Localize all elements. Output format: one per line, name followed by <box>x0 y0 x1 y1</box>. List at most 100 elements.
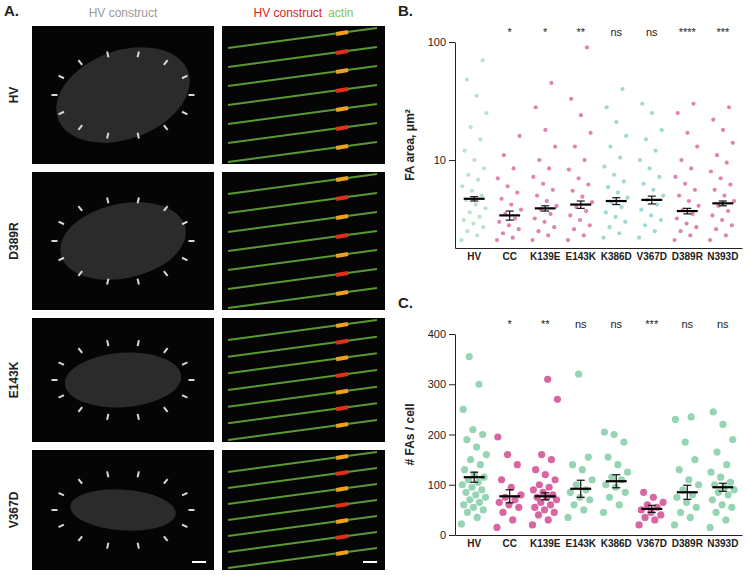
mean-line <box>641 199 662 201</box>
data-point <box>693 504 700 511</box>
sem-cap <box>612 487 620 488</box>
x-tick-label: CC <box>502 251 516 262</box>
x-tick-label: N393D <box>707 251 738 262</box>
adhesion-streak <box>164 125 168 130</box>
adhesion-streak <box>59 525 64 528</box>
actin-fibre <box>228 500 377 520</box>
data-point <box>688 413 695 420</box>
data-point <box>459 238 463 242</box>
data-point <box>504 451 511 458</box>
x-tick-label: HV <box>467 538 481 549</box>
data-point <box>464 509 471 516</box>
sem-cap <box>506 489 514 490</box>
adhesion-spot <box>336 89 348 91</box>
data-point <box>643 223 647 227</box>
actin-fibre <box>228 403 377 423</box>
actin-fibre <box>228 66 377 86</box>
adhesion-spot <box>336 146 348 148</box>
significance-label: **** <box>679 26 697 38</box>
sem-cap <box>612 197 620 198</box>
mean-line <box>570 203 591 205</box>
y-tick-label: 0 <box>440 529 446 541</box>
adhesion-spot <box>336 407 348 409</box>
data-point <box>564 514 571 521</box>
adhesion-streak <box>78 479 82 484</box>
y-tick: 100 <box>428 36 455 48</box>
data-point <box>496 499 503 506</box>
cell-outline <box>63 349 183 412</box>
data-point <box>549 81 553 85</box>
x-tick: V367D <box>636 538 667 549</box>
data-point <box>459 481 466 488</box>
data-point <box>543 128 547 132</box>
significance-label: * <box>508 318 513 330</box>
y-tick-label: 300 <box>428 378 446 390</box>
mean-line <box>535 495 556 497</box>
y-tick: 200 <box>428 429 455 441</box>
data-point <box>569 97 573 101</box>
sem-cap <box>648 505 656 506</box>
y-tick-label: 100 <box>428 36 446 48</box>
data-point <box>501 231 505 235</box>
data-point <box>551 509 558 516</box>
data-point <box>552 225 556 229</box>
data-point <box>728 182 732 186</box>
data-point <box>566 238 570 242</box>
x-tick: D389R <box>672 251 704 262</box>
y-tick-mark <box>449 535 455 536</box>
data-point <box>622 489 629 496</box>
adhesion-streak <box>59 493 64 496</box>
x-tick-label: E143K <box>565 251 596 262</box>
mean-line <box>641 508 662 510</box>
data-point <box>726 209 730 213</box>
scale-bar <box>363 561 377 563</box>
micrograph <box>32 318 214 442</box>
data-point <box>537 158 541 162</box>
data-point <box>620 438 627 445</box>
adhesion-streak <box>182 112 187 115</box>
significance-label: * <box>543 26 548 38</box>
data-point <box>482 494 489 501</box>
adhesion-spot <box>336 70 348 72</box>
adhesion-spot <box>336 552 348 554</box>
data-point <box>654 149 658 153</box>
x-axis: HVCCK139EE143KK386DV367DD389RN393D <box>456 536 743 550</box>
sem-cap <box>577 497 585 498</box>
data-point <box>572 227 576 231</box>
x-tick: CC <box>502 251 516 262</box>
data-point <box>538 451 545 458</box>
sem-cap <box>683 499 691 500</box>
data-point <box>650 494 657 501</box>
data-point <box>730 223 734 227</box>
data-point <box>483 451 490 458</box>
data-point <box>548 456 555 463</box>
data-point <box>606 185 610 189</box>
data-point <box>731 141 735 145</box>
sem-cap <box>612 474 620 475</box>
adhesion-streak <box>182 525 187 528</box>
actin-fibre <box>228 532 377 552</box>
data-point <box>614 120 618 124</box>
data-point <box>612 173 616 177</box>
adhesion-streak <box>107 133 108 139</box>
data-point <box>723 461 730 468</box>
figure: A.HV constructHV constructactinHVD389RE1… <box>0 0 750 575</box>
adhesion-streak <box>164 479 168 484</box>
row-label: V367D <box>7 491 21 528</box>
actin-fibre <box>228 420 377 440</box>
sem-cap <box>577 208 585 209</box>
data-point <box>481 58 485 62</box>
adhesion-spot <box>336 273 348 275</box>
significance-label: *** <box>645 318 659 330</box>
adhesion-streak <box>164 206 168 211</box>
x-tick-label: E143K <box>565 538 596 549</box>
data-point <box>638 158 642 162</box>
data-point <box>533 216 537 220</box>
adhesion-spot <box>336 292 348 294</box>
x-axis-line <box>456 535 743 536</box>
sem-cap <box>506 220 514 221</box>
data-point <box>657 175 661 179</box>
data-point <box>640 489 647 496</box>
micrograph <box>32 450 214 570</box>
data-point <box>624 134 628 138</box>
